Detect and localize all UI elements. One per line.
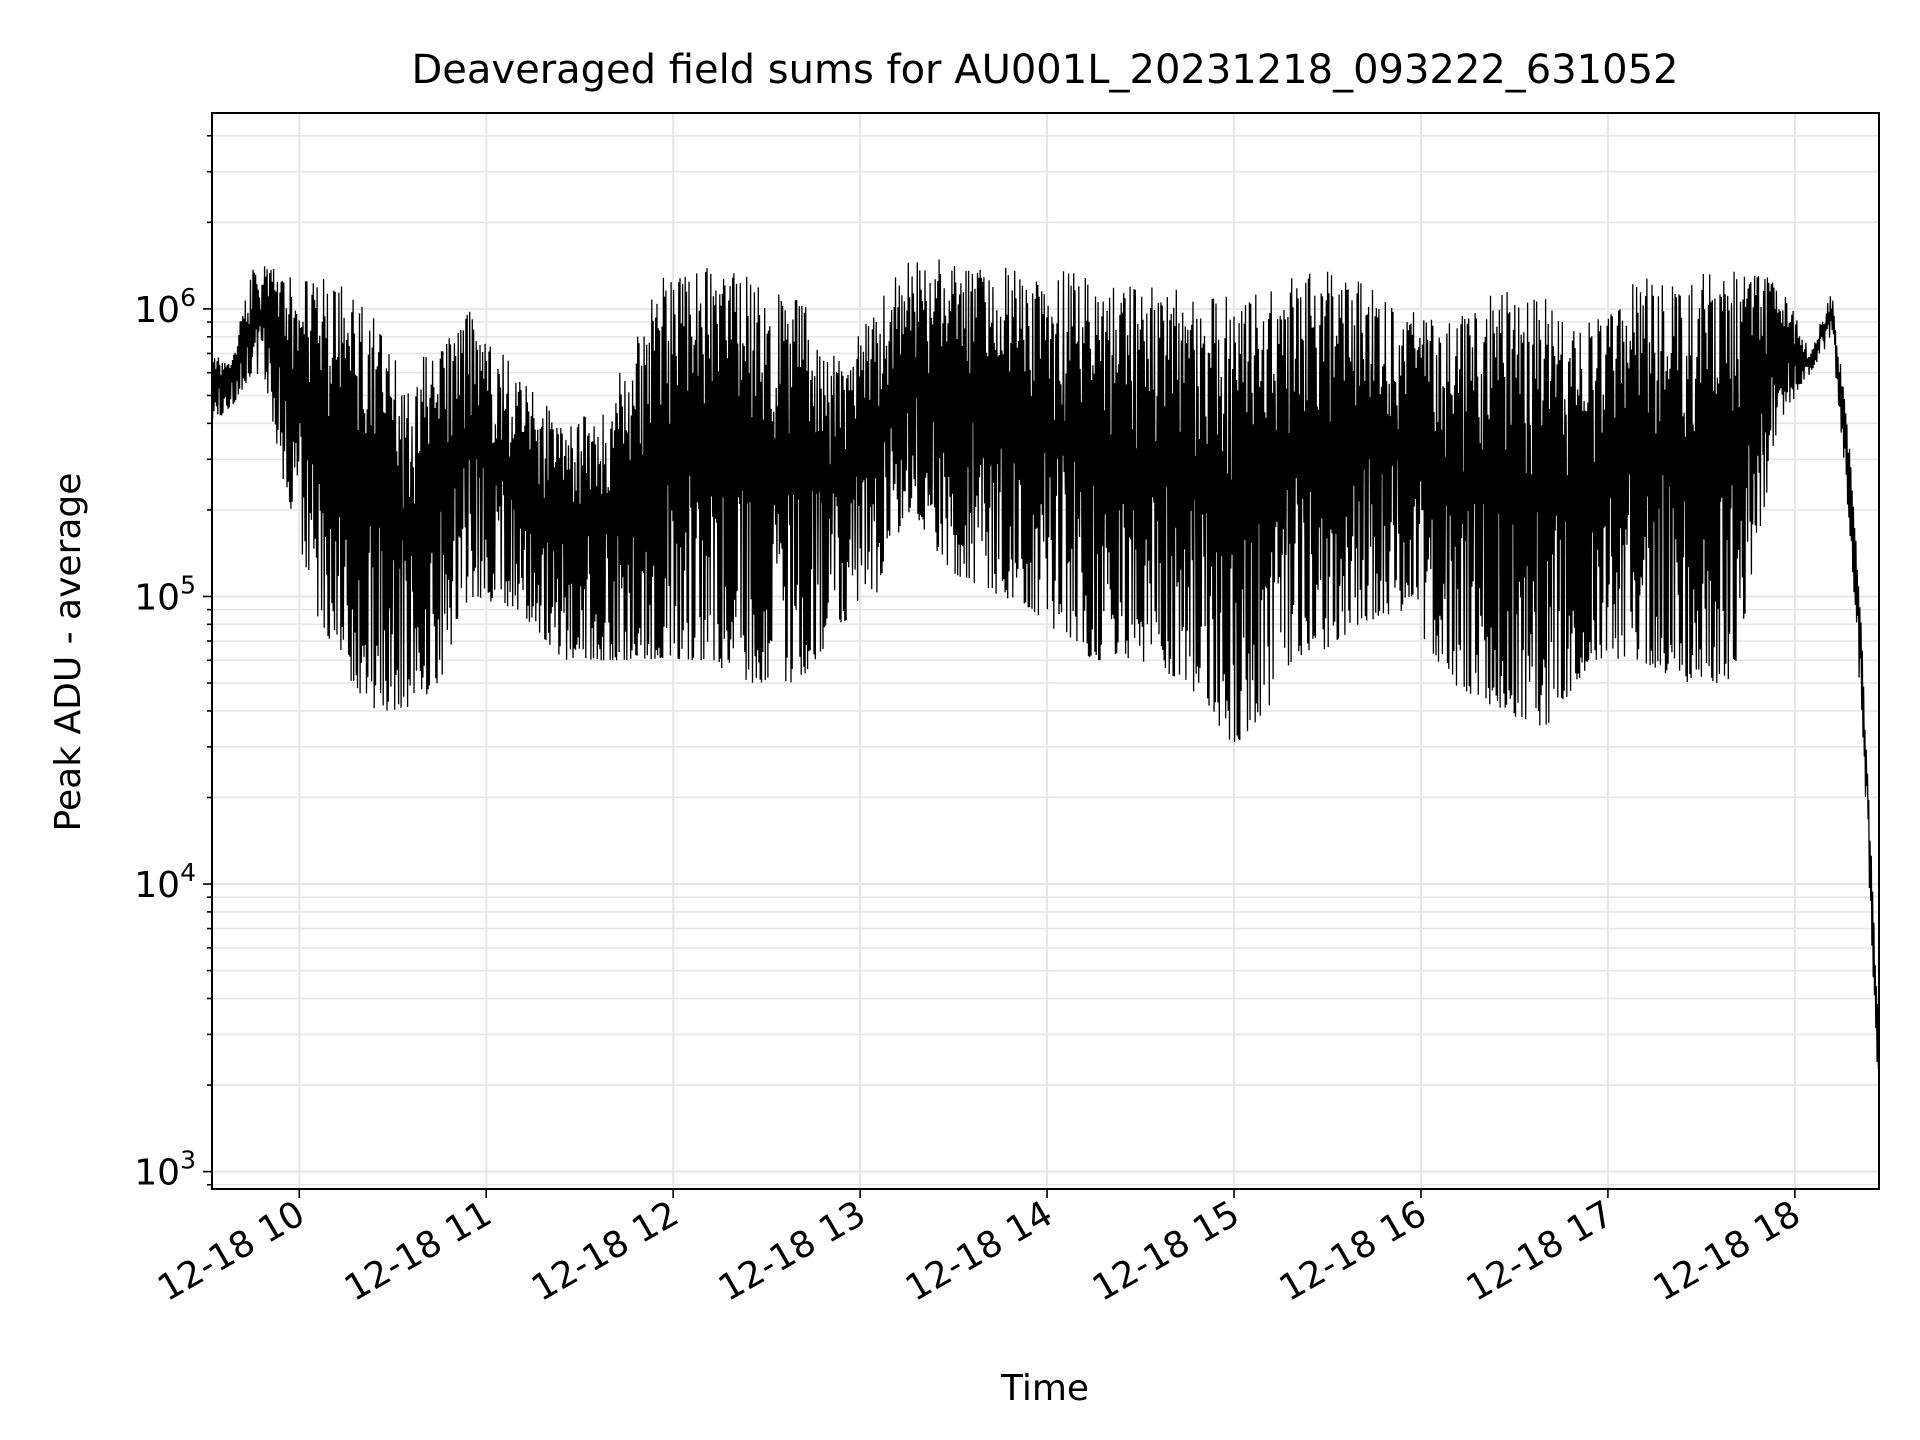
series-group	[211, 259, 1880, 1070]
x-axis-label: Time	[1000, 1368, 1089, 1409]
y-tick-label: 105	[134, 570, 196, 618]
y-tick-label: 104	[134, 858, 196, 906]
series-line	[211, 259, 1880, 1070]
y-axis-label: Peak ADU - average	[48, 473, 89, 832]
y-tick-label: 103	[134, 1146, 196, 1194]
y-axis: 103 104 105 106	[134, 134, 212, 1194]
y-tick-label: 106	[134, 283, 196, 331]
plot-frame	[211, 112, 1880, 1190]
chart-title: Deaveraged field sums for AU001L_2023121…	[412, 47, 1679, 93]
